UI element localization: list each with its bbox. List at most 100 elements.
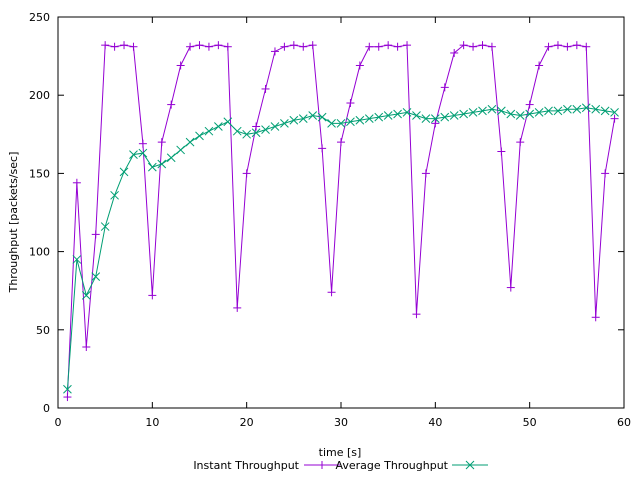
data-point-average-throughput bbox=[91, 272, 101, 281]
data-point-average-throughput bbox=[581, 103, 591, 113]
data-point-average-throughput bbox=[393, 109, 402, 119]
data-point-instant-throughput bbox=[72, 178, 81, 187]
data-point-average-throughput bbox=[412, 111, 421, 120]
data-point-average-throughput bbox=[280, 118, 289, 128]
data-point-average-throughput bbox=[468, 108, 478, 117]
data-point-average-throughput bbox=[374, 112, 384, 122]
data-point-instant-throughput bbox=[384, 41, 393, 50]
data-point-instant-throughput bbox=[289, 41, 298, 50]
legend: Instant Throughput Average Throughput bbox=[193, 459, 488, 472]
data-point-instant-throughput bbox=[403, 41, 412, 50]
data-point-instant-throughput bbox=[412, 310, 421, 319]
data-point-instant-throughput bbox=[553, 41, 562, 50]
data-point-average-throughput bbox=[449, 111, 459, 120]
x-tick-label: 20 bbox=[240, 416, 254, 429]
data-point-average-throughput bbox=[346, 117, 355, 127]
data-point-instant-throughput bbox=[582, 42, 591, 51]
data-point-instant-throughput bbox=[280, 42, 289, 51]
y-tick-label: 200 bbox=[29, 89, 50, 102]
data-point-instant-throughput bbox=[120, 41, 129, 50]
data-point-average-throughput bbox=[100, 222, 110, 231]
x-tick-label: 10 bbox=[145, 416, 159, 429]
data-point-instant-throughput bbox=[242, 169, 251, 178]
y-tick-label: 100 bbox=[29, 246, 50, 259]
data-point-average-throughput bbox=[176, 145, 185, 155]
data-point-average-throughput bbox=[553, 106, 563, 116]
data-point-instant-throughput bbox=[308, 41, 317, 50]
data-point-average-throughput bbox=[497, 106, 506, 116]
data-point-average-throughput bbox=[402, 108, 412, 117]
data-point-average-throughput bbox=[327, 118, 336, 128]
data-point-instant-throughput bbox=[167, 100, 176, 109]
x-tick-label: 30 bbox=[334, 416, 348, 429]
data-point-instant-throughput bbox=[544, 42, 553, 51]
data-point-instant-throughput bbox=[157, 138, 166, 147]
series-average-throughput bbox=[63, 103, 619, 394]
x-tick-label: 40 bbox=[428, 416, 442, 429]
data-point-instant-throughput bbox=[487, 42, 496, 51]
data-point-average-throughput bbox=[110, 190, 119, 200]
data-point-average-throughput bbox=[232, 126, 242, 136]
data-point-instant-throughput bbox=[431, 119, 440, 128]
data-point-instant-throughput bbox=[129, 42, 138, 51]
data-point-instant-throughput bbox=[186, 42, 195, 51]
data-point-instant-throughput bbox=[563, 42, 572, 51]
x-tick-label: 50 bbox=[523, 416, 537, 429]
data-point-instant-throughput bbox=[525, 100, 534, 109]
data-point-average-throughput bbox=[355, 115, 365, 125]
data-point-instant-throughput bbox=[270, 47, 279, 56]
data-point-average-throughput bbox=[81, 291, 91, 300]
data-point-average-throughput bbox=[364, 114, 374, 124]
data-point-instant-throughput bbox=[223, 42, 232, 51]
data-point-instant-throughput bbox=[148, 291, 157, 300]
data-point-instant-throughput bbox=[337, 138, 345, 147]
data-point-average-throughput bbox=[515, 111, 525, 120]
series-instant-throughput bbox=[63, 41, 619, 402]
plot-frame bbox=[57, 16, 625, 409]
data-point-average-throughput bbox=[147, 162, 157, 172]
data-point-average-throughput bbox=[534, 108, 544, 117]
x-tick-label: 60 bbox=[617, 416, 631, 429]
data-point-instant-throughput bbox=[450, 48, 459, 57]
data-point-instant-throughput bbox=[195, 41, 204, 50]
series-line-instant-throughput bbox=[66, 44, 616, 398]
data-point-average-throughput bbox=[308, 111, 318, 120]
data-point-instant-throughput bbox=[374, 42, 383, 51]
data-point-average-throughput bbox=[214, 122, 223, 131]
x-axis-title: time [s] bbox=[319, 446, 362, 459]
data-point-instant-throughput bbox=[176, 61, 185, 70]
data-point-instant-throughput bbox=[214, 41, 223, 50]
data-point-instant-throughput bbox=[610, 114, 619, 123]
data-point-instant-throughput bbox=[233, 303, 242, 312]
data-point-average-throughput bbox=[251, 128, 261, 138]
legend-sample-average bbox=[452, 460, 488, 470]
data-point-instant-throughput bbox=[497, 147, 506, 156]
legend-marker-average-throughput bbox=[465, 460, 475, 470]
y-tick-label: 250 bbox=[29, 11, 50, 24]
data-point-instant-throughput bbox=[393, 42, 402, 51]
data-point-instant-throughput bbox=[365, 42, 374, 51]
y-tick-label: 50 bbox=[36, 324, 50, 337]
data-point-instant-throughput bbox=[459, 41, 468, 50]
data-point-average-throughput bbox=[298, 114, 308, 124]
data-point-instant-throughput bbox=[601, 169, 610, 178]
series-layer bbox=[63, 41, 619, 402]
data-point-average-throughput bbox=[223, 117, 233, 127]
legend-sample-instant bbox=[304, 461, 340, 469]
data-point-instant-throughput bbox=[327, 288, 336, 297]
data-point-instant-throughput bbox=[535, 61, 544, 70]
data-point-average-throughput bbox=[261, 125, 270, 134]
data-point-instant-throughput bbox=[506, 283, 515, 292]
data-point-average-throughput bbox=[195, 131, 204, 141]
data-point-instant-throughput bbox=[204, 42, 213, 51]
data-point-average-throughput bbox=[119, 167, 129, 177]
legend-marker-instant-throughput bbox=[318, 461, 326, 469]
data-point-instant-throughput bbox=[440, 83, 449, 92]
y-axis-title: Throughput [packets/sec] bbox=[7, 152, 20, 294]
data-point-average-throughput bbox=[421, 114, 431, 124]
data-point-average-throughput bbox=[129, 150, 138, 159]
data-point-average-throughput bbox=[157, 159, 167, 169]
data-point-average-throughput bbox=[242, 129, 252, 139]
data-point-average-throughput bbox=[487, 104, 497, 114]
legend-label-average: Average Throughput bbox=[335, 459, 448, 472]
